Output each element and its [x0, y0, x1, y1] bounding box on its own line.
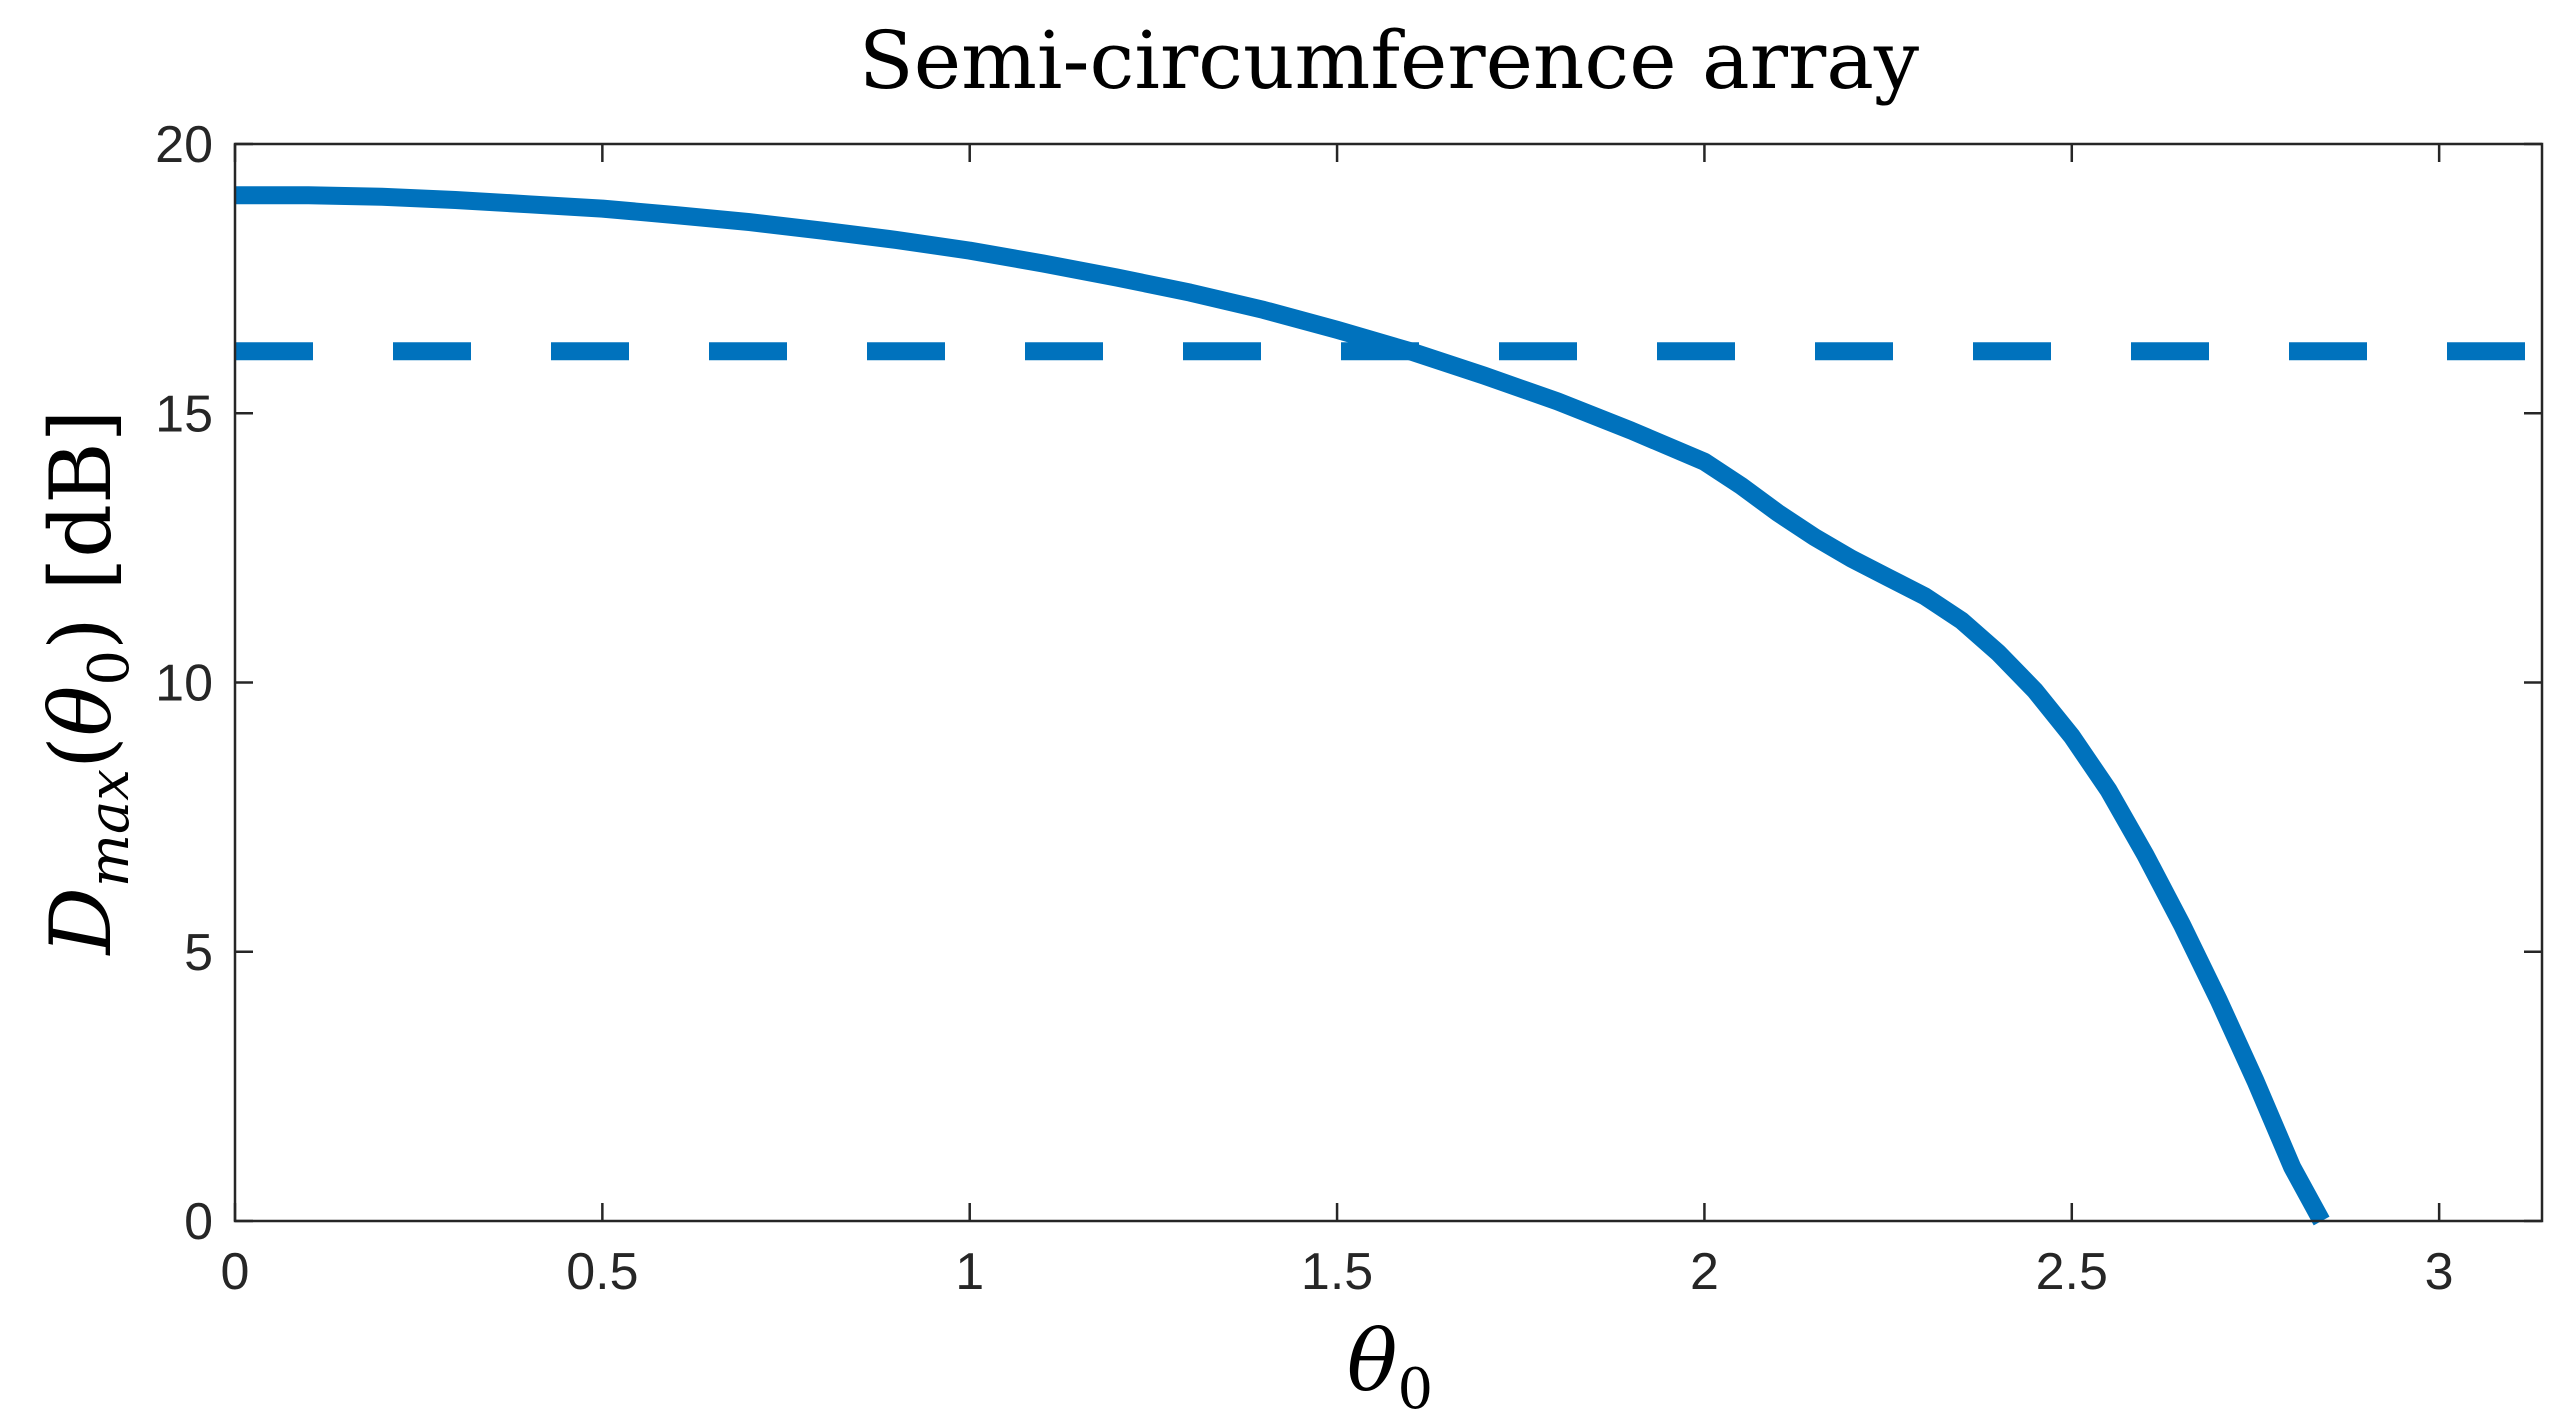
plot-area — [235, 186, 2542, 1226]
x-axis-label: θ0 — [1347, 1312, 1433, 1422]
x-tick-label: 2 — [1690, 1243, 1719, 1301]
x-tick-label: 2.5 — [2036, 1243, 2108, 1301]
y-axis-label: Dmax(θ0) [dB] — [32, 410, 142, 957]
chart-title: Semi-circumference array — [859, 14, 1919, 107]
x-tick-label: 1 — [955, 1243, 984, 1301]
svg-text:Dmax(θ0) [dB]: Dmax(θ0) [dB] — [32, 410, 142, 957]
y-tick-label: 5 — [184, 924, 213, 982]
y-axis: 0 5 10 15 20 — [155, 116, 2542, 1251]
x-tick-label: 3 — [2425, 1243, 2454, 1301]
x-tick-label: 0.5 — [566, 1243, 638, 1301]
y-tick-label: 0 — [184, 1193, 213, 1251]
x-tick-label: 0 — [221, 1243, 250, 1301]
x-axis-label-subscript: 0 — [1397, 1357, 1433, 1422]
svg-text:θ0: θ0 — [1347, 1312, 1433, 1422]
x-axis: 0 0.5 1 1.5 2 2.5 3 — [221, 144, 2454, 1301]
dmax-curve — [235, 186, 2330, 1226]
axes-frame — [233, 142, 2544, 1223]
x-tick-label: 1.5 — [1301, 1243, 1373, 1301]
y-tick-label: 20 — [155, 116, 213, 174]
y-tick-label: 10 — [155, 655, 213, 713]
y-tick-label: 15 — [155, 385, 213, 443]
